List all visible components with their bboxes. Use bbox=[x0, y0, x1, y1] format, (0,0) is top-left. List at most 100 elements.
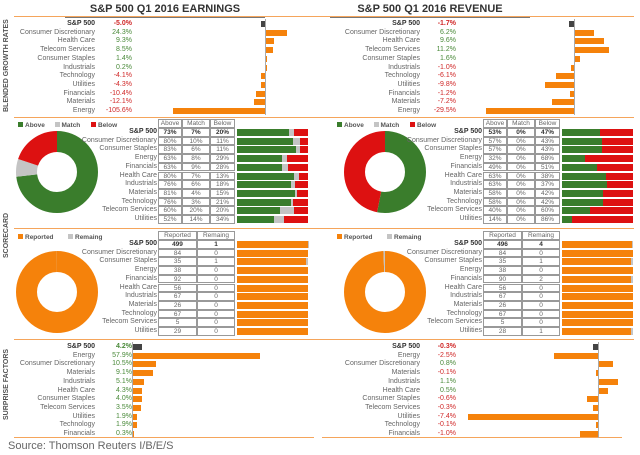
row-label: Consumer Staples bbox=[362, 54, 420, 62]
table-cell-below: 34% bbox=[210, 215, 235, 224]
row-label: S&P 500 bbox=[129, 240, 157, 247]
table-cell-reported: 92 bbox=[158, 274, 197, 284]
table-cell-remaining: 0 bbox=[197, 318, 235, 327]
table-cell-below: 68% bbox=[535, 154, 560, 163]
donut-remaining bbox=[16, 251, 98, 333]
row-label: Telecom Services bbox=[102, 318, 157, 326]
stacked-bar-below bbox=[298, 172, 308, 180]
bar bbox=[260, 21, 265, 27]
row-label: Utilities bbox=[459, 327, 482, 334]
row-value: -1.7% bbox=[437, 20, 456, 27]
table-cell-below: 51% bbox=[535, 162, 560, 172]
bar bbox=[575, 47, 609, 54]
row-value: 1.9% bbox=[116, 421, 132, 429]
row-label: Materials bbox=[453, 188, 482, 196]
table-cell-match: 0% bbox=[507, 136, 535, 146]
bar bbox=[266, 47, 274, 54]
table-cell-above: 32% bbox=[483, 154, 507, 163]
table-cell-reported: 28 bbox=[483, 327, 522, 336]
row-label: Financials bbox=[125, 162, 157, 170]
row-label: Energy bbox=[459, 266, 482, 274]
row-label: Financials bbox=[63, 430, 95, 437]
table-cell-remaining: 4 bbox=[522, 240, 560, 249]
section-divider bbox=[14, 437, 314, 438]
donut-match bbox=[16, 131, 98, 213]
stacked-bar-reported bbox=[562, 310, 633, 318]
stacked-bar-above bbox=[237, 146, 296, 154]
section-divider bbox=[14, 339, 634, 340]
table-cell-above: 63% bbox=[158, 162, 182, 172]
row-label: Industrials bbox=[63, 377, 95, 385]
table-cell-reported: 26 bbox=[158, 300, 197, 310]
table-cell-remaining: 1 bbox=[522, 327, 560, 336]
table-cell-match: 0% bbox=[507, 162, 535, 172]
table-cell-remaining: 2 bbox=[522, 274, 560, 284]
row-value: -0.6% bbox=[437, 395, 456, 403]
table-cell-match: 0% bbox=[507, 154, 535, 163]
stacked-bar-match bbox=[288, 129, 294, 136]
section-divider bbox=[14, 16, 634, 17]
row-label: Materials bbox=[391, 369, 420, 377]
bar bbox=[552, 99, 574, 106]
section-divider bbox=[14, 117, 634, 118]
stacked-bar-above bbox=[237, 216, 274, 223]
stacked-bar-match bbox=[294, 189, 298, 197]
bar bbox=[133, 370, 154, 377]
table-cell-below: 11% bbox=[210, 145, 235, 155]
stacked-bar-above bbox=[237, 137, 294, 145]
stacked-bar-below bbox=[602, 137, 633, 145]
bar bbox=[261, 73, 265, 80]
row-label: Technology bbox=[59, 72, 95, 80]
stacked-bar-below bbox=[288, 163, 308, 171]
table-cell-match: 20% bbox=[182, 206, 210, 215]
stacked-bar-below bbox=[599, 129, 633, 136]
row-value: 3.5% bbox=[116, 403, 132, 411]
row-label: S&P 500 bbox=[67, 343, 95, 350]
stacked-bar-above bbox=[562, 146, 603, 154]
row-label: Industrials bbox=[450, 180, 482, 188]
section-label-scorecard: SCORECARD bbox=[3, 212, 10, 258]
table-cell-remaining: 0 bbox=[522, 292, 560, 301]
table-header-below: Below bbox=[210, 119, 235, 128]
stacked-bar-below bbox=[603, 198, 633, 206]
table-cell-remaining: 0 bbox=[197, 300, 235, 310]
bar bbox=[133, 344, 143, 350]
earnings-title: S&P 500 Q1 2016 EARNINGS bbox=[65, 3, 265, 18]
table-cell-match: 4% bbox=[182, 188, 210, 198]
section-divider bbox=[322, 437, 622, 438]
row-value: -2.5% bbox=[437, 351, 456, 359]
stacked-bar-above bbox=[237, 172, 294, 180]
legend-swatch bbox=[373, 122, 379, 127]
table-cell-reported: 5 bbox=[158, 318, 197, 327]
stacked-bar-below bbox=[571, 216, 633, 223]
row-label: Consumer Staples bbox=[362, 395, 420, 403]
row-label: Industrials bbox=[125, 292, 157, 300]
table-cell-above: 58% bbox=[483, 197, 507, 207]
row-value: 1.1% bbox=[440, 377, 456, 385]
table-cell-above: 76% bbox=[158, 180, 182, 189]
stacked-bar-remaining bbox=[306, 258, 308, 266]
stacked-bar-above bbox=[237, 198, 291, 206]
stacked-bar-match bbox=[293, 172, 299, 180]
stacked-bar-below bbox=[596, 163, 633, 171]
table-cell-above: 40% bbox=[483, 206, 507, 215]
bar bbox=[254, 99, 265, 106]
row-value: -10.4% bbox=[109, 89, 132, 97]
stacked-bar-reported bbox=[562, 319, 633, 327]
stacked-bar-reported bbox=[237, 249, 308, 257]
row-label: Financials bbox=[388, 430, 420, 437]
table-cell-below: 37% bbox=[535, 180, 560, 189]
table-cell-below: 43% bbox=[535, 145, 560, 155]
table-header-match: Match bbox=[182, 119, 210, 128]
bar bbox=[599, 387, 608, 394]
bar bbox=[266, 29, 288, 36]
table-cell-remaining: 1 bbox=[197, 257, 235, 267]
table-cell-above: 60% bbox=[158, 206, 182, 215]
row-label: S&P 500 bbox=[392, 20, 420, 27]
bar bbox=[596, 370, 598, 377]
table-cell-reported: 35 bbox=[483, 257, 522, 267]
row-value: -0.3% bbox=[437, 403, 456, 411]
stacked-bar-above bbox=[562, 172, 607, 180]
table-cell-reported: 38 bbox=[158, 266, 197, 275]
table-cell-reported: 38 bbox=[483, 266, 522, 275]
